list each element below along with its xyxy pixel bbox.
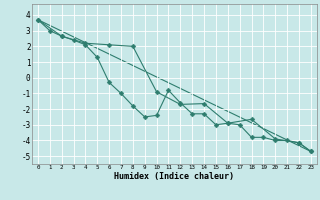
X-axis label: Humidex (Indice chaleur): Humidex (Indice chaleur) (115, 172, 234, 181)
